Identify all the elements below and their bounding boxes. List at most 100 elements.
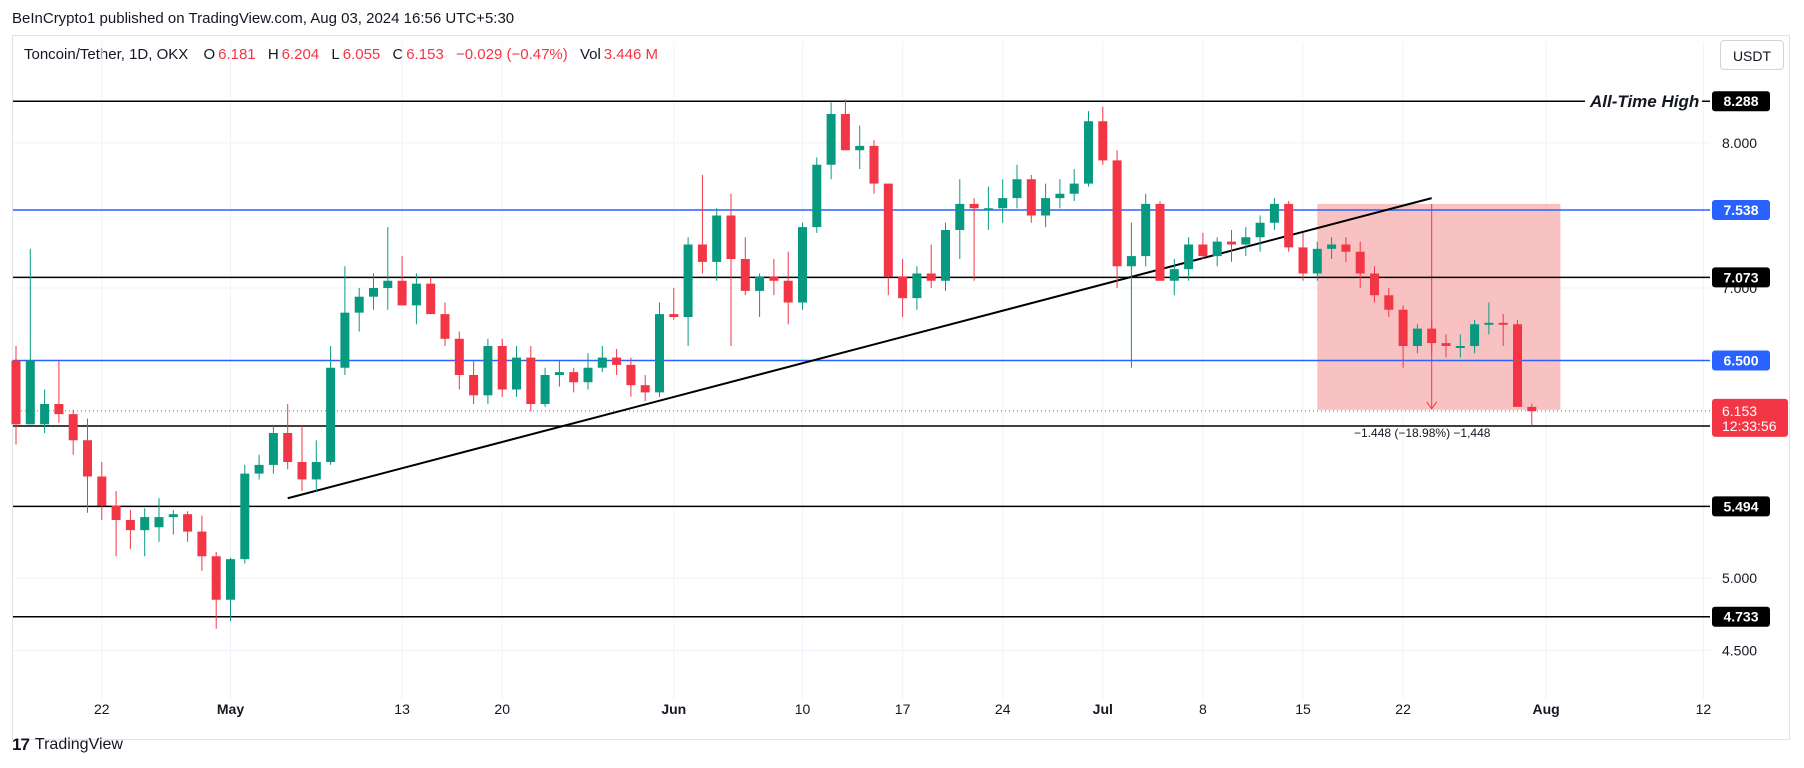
y-tick-label: 5.000	[1722, 570, 1757, 586]
candle-body	[941, 230, 950, 281]
candle-body	[1284, 203, 1294, 248]
candle-body	[411, 283, 421, 306]
low-value: 6.055	[342, 46, 381, 63]
candle-body	[898, 276, 908, 299]
candle-body	[1427, 328, 1437, 344]
level-badge-label: 4.733	[1723, 609, 1758, 625]
candle-body	[1513, 324, 1522, 407]
volume-value: 3.446 M	[603, 46, 658, 63]
candle-body	[512, 357, 521, 390]
candle-body	[1470, 324, 1480, 346]
candle-body	[1398, 309, 1408, 346]
candle-body	[798, 227, 807, 303]
candle-body	[1026, 179, 1036, 216]
candle-body	[1312, 248, 1322, 274]
candle-body	[1112, 160, 1122, 267]
candle-body	[68, 414, 78, 441]
x-tick-label: 24	[995, 701, 1011, 717]
high-label: H	[267, 46, 279, 63]
candle-body	[569, 372, 579, 383]
candle-body	[726, 215, 736, 259]
x-tick-label: 22	[1395, 701, 1411, 717]
candle-body	[869, 145, 879, 184]
current-price-label: 6.153	[1722, 403, 1757, 419]
candle-body	[1484, 322, 1494, 325]
candle-body	[669, 314, 679, 317]
x-tick-label: 12	[1696, 701, 1712, 717]
measure-label: −1.448 (−18.98%) −1,448	[1354, 426, 1491, 440]
publisher-line: BeInCrypto1 published on TradingView.com…	[12, 10, 515, 27]
level-badge	[1712, 606, 1770, 627]
candle-body	[969, 203, 979, 209]
candle-body	[1084, 121, 1093, 184]
candle-body	[11, 360, 21, 425]
measure-arrow-head	[1426, 401, 1438, 410]
candle-body	[226, 559, 235, 600]
x-tick-label: 13	[394, 701, 410, 717]
candle-body	[1098, 121, 1108, 161]
x-tick-label: Aug	[1532, 701, 1559, 717]
candle-body	[1212, 241, 1222, 257]
current-price-badge	[1712, 398, 1788, 437]
low-label: L	[331, 46, 340, 63]
candle-body	[497, 346, 507, 390]
candle-body	[1412, 328, 1422, 346]
candle-body	[597, 357, 607, 368]
candle-body	[426, 283, 436, 315]
candle-body	[1255, 222, 1265, 238]
candle-body	[483, 346, 493, 396]
candle-body	[1241, 237, 1251, 245]
candle-body	[783, 280, 793, 303]
x-tick-label: May	[217, 701, 244, 717]
candle-body	[554, 372, 564, 375]
candle-body	[983, 208, 993, 211]
candle-body	[154, 517, 164, 528]
candle-body	[1298, 247, 1308, 274]
close-label: C	[392, 46, 404, 63]
tradingview-brand: TradingView	[34, 736, 123, 753]
tradingview-logo[interactable]: 17 TradingView	[12, 735, 123, 755]
candle-body	[1069, 183, 1079, 194]
open-value: 6.181	[218, 46, 256, 63]
x-tick-label: Jun	[661, 701, 686, 717]
candle-body	[883, 183, 893, 277]
candle-body	[211, 556, 221, 600]
candle-body	[1341, 244, 1351, 252]
candle-body	[697, 244, 707, 262]
candle-body	[1169, 269, 1179, 281]
candle-body	[1355, 251, 1365, 274]
candle-body	[612, 357, 622, 365]
candle-body	[369, 288, 378, 297]
candle-body	[111, 505, 121, 520]
candle-body	[1155, 203, 1165, 281]
candle-body	[1327, 244, 1337, 249]
y-tick-label: 8.000	[1722, 135, 1757, 151]
candle-body	[712, 215, 722, 262]
measure-zone	[1317, 203, 1561, 410]
candle-body	[97, 476, 107, 506]
countdown-label: 12:33:56	[1722, 418, 1777, 434]
level-badge-label: 5.494	[1723, 498, 1758, 514]
candle-body	[1498, 322, 1508, 325]
level-badge	[1712, 496, 1770, 517]
candle-body	[25, 360, 35, 425]
x-tick-label: Jul	[1093, 701, 1113, 717]
candle-body	[998, 198, 1008, 209]
currency-button[interactable]: USDT	[1720, 40, 1784, 70]
candle-body	[812, 164, 822, 228]
candle-body	[1441, 343, 1451, 346]
change-value: −0.029 (−0.47%)	[456, 46, 568, 63]
candle-body	[1041, 198, 1051, 216]
tradingview-logo-icon: 17	[12, 735, 30, 754]
candle-body	[1055, 193, 1065, 199]
candle-body	[840, 114, 850, 151]
candle-body	[1184, 244, 1194, 270]
candle-body	[268, 433, 278, 465]
level-badge	[1712, 199, 1770, 220]
symbol-name[interactable]: Toncoin/Tether, 1D, OKX	[24, 46, 189, 63]
candle-body	[383, 280, 393, 288]
candle-body	[655, 314, 664, 393]
candle-body	[955, 203, 965, 230]
